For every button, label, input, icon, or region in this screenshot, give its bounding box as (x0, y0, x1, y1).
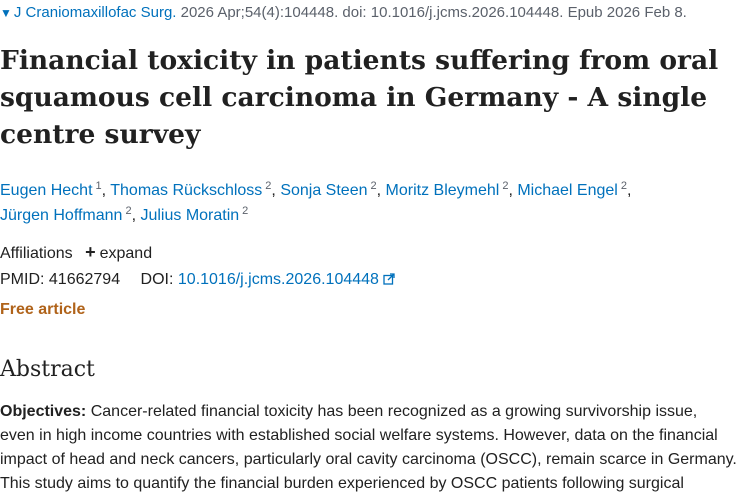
title-line: centre survey (0, 119, 201, 150)
affiliations-section: Affiliations + expand (0, 241, 152, 265)
abstract-text: Cancer-related financial toxicity has be… (90, 403, 698, 420)
affiliation-number[interactable]: 2 (502, 179, 509, 192)
author-item: Jürgen Hoffmann 2 (0, 204, 132, 224)
author-link[interactable]: Michael Engel (517, 182, 618, 199)
expand-label: expand (99, 245, 153, 262)
author-link[interactable]: Thomas Rückschloss (110, 182, 263, 199)
author-item: Sonja Steen 2 (280, 179, 377, 199)
citation-details: 2026 Apr;54(4):104448. doi: 10.1016/j.jc… (180, 4, 687, 21)
article-identifiers: PMID: 41662794 DOI: 10.1016/j.jcms.2026.… (0, 269, 395, 291)
author-item: Moritz Bleymehl 2 (385, 179, 509, 199)
abstract-heading: Abstract (0, 357, 95, 382)
plus-icon: + (85, 242, 96, 262)
author-link[interactable]: Sonja Steen (280, 182, 368, 199)
author-link[interactable]: Julius Moratin (140, 207, 240, 224)
author-link[interactable]: Jürgen Hoffmann (0, 207, 123, 224)
chevron-down-icon: ▼ (0, 6, 12, 20)
affiliations-expand-button[interactable]: + expand (85, 242, 153, 262)
author-link[interactable]: Moritz Bleymehl (385, 182, 500, 199)
article-title: Financial toxicity in patients suffering… (0, 42, 740, 153)
author-item: Michael Engel 2 (517, 179, 627, 199)
pmid-label: PMID: (0, 271, 45, 288)
doi-link[interactable]: 10.1016/j.jcms.2026.104448 (178, 271, 395, 288)
doi-value: 10.1016/j.jcms.2026.104448 (177, 271, 379, 288)
abstract-subtitle: Objectives: (0, 403, 87, 420)
abstract-line: This study aims to quantify the financia… (0, 475, 684, 492)
free-article-link[interactable]: Free article (0, 301, 86, 318)
journal-link[interactable]: ▼ J Craniomaxillofac Surg. (0, 4, 176, 21)
affiliation-number[interactable]: 1 (95, 179, 102, 192)
author-item: Thomas Rückschloss 2 (110, 179, 272, 199)
affiliations-label: Affiliations (0, 245, 73, 262)
abstract-line: Objectives: Cancer-related financial tox… (0, 400, 750, 424)
author-link[interactable]: Eugen Hecht (0, 182, 93, 199)
abstract-line: even in high income countries with estab… (0, 427, 718, 444)
pmid-value: 41662794 (48, 271, 121, 288)
affiliation-number[interactable]: 2 (265, 179, 272, 192)
abstract-body: Objectives: Cancer-related financial tox… (0, 400, 750, 496)
affiliation-number[interactable]: 2 (370, 179, 377, 192)
author-item: Eugen Hecht 1 (0, 179, 102, 199)
journal-name: J Craniomaxillofac Surg. (13, 4, 177, 21)
title-line: Financial toxicity in patients suffering… (0, 45, 719, 76)
external-link-icon (383, 273, 395, 285)
abstract-line: impact of head and neck cancers, particu… (0, 451, 737, 468)
doi-label: DOI: (140, 271, 174, 288)
affiliation-number[interactable]: 2 (125, 204, 132, 217)
citation-line: ▼ J Craniomaxillofac Surg. 2026 Apr;54(4)… (0, 4, 687, 22)
affiliation-number[interactable]: 2 (620, 179, 627, 192)
affiliation-number[interactable]: 2 (242, 204, 249, 217)
title-line: squamous cell carcinoma in Germany - A s… (0, 82, 708, 113)
author-item: Julius Moratin 2 (140, 204, 249, 224)
author-list: Eugen Hecht 1, Thomas Rückschloss 2, Sonja… (0, 179, 632, 224)
